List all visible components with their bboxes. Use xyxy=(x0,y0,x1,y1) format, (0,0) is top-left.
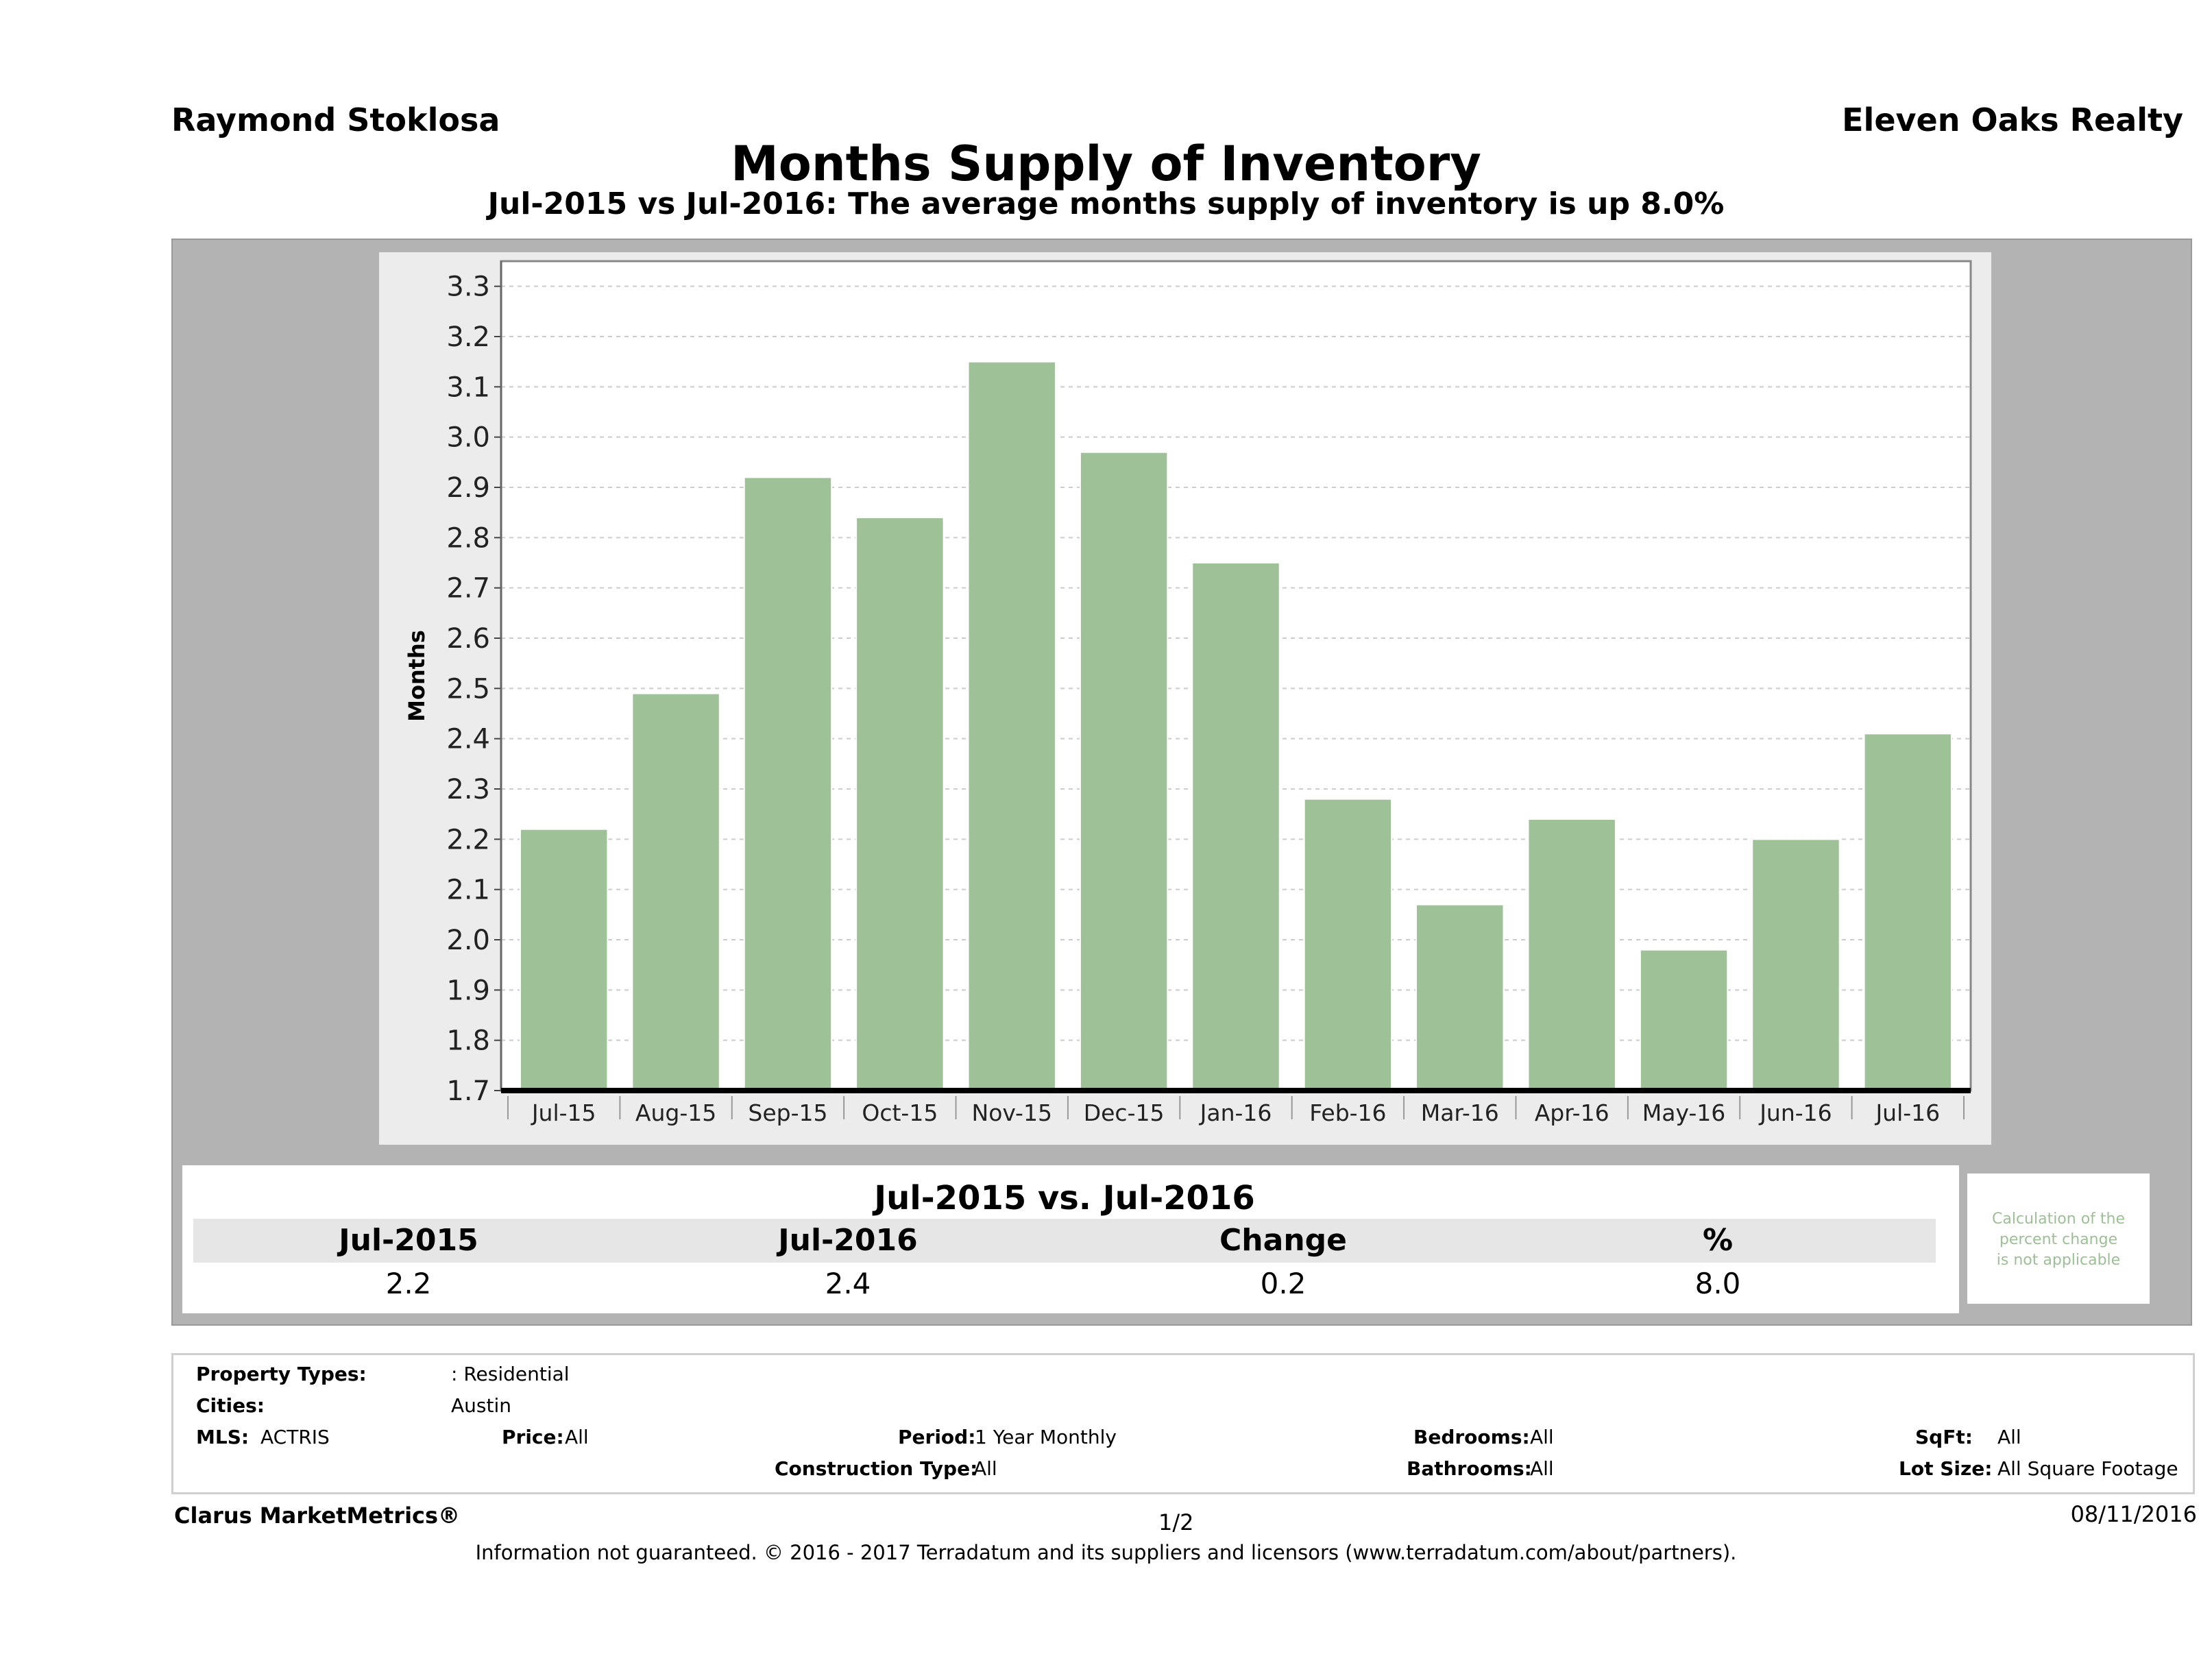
x-tick-label: Feb-16 xyxy=(1309,1099,1386,1126)
criteria-box xyxy=(171,1353,2195,1494)
y-tick-label: 2.6 xyxy=(446,623,490,655)
x-tick-label: Dec-15 xyxy=(1084,1099,1165,1126)
note-line: is not applicable xyxy=(1996,1252,2121,1269)
cities-label: Cities: xyxy=(196,1394,265,1417)
summary-value-start: 2.2 xyxy=(385,1267,432,1300)
summary-header-start: Jul-2015 xyxy=(339,1223,478,1258)
bar xyxy=(1863,733,1953,1091)
bedrooms-value: All xyxy=(1530,1426,1554,1448)
bar xyxy=(1751,838,1840,1091)
report-date: 08/11/2016 xyxy=(2070,1501,2197,1527)
property-types-value: : Residential xyxy=(451,1363,570,1385)
y-tick-label: 2.0 xyxy=(446,925,490,956)
x-tick-label: Jul-16 xyxy=(1874,1099,1940,1126)
x-tick-label: May-16 xyxy=(1642,1099,1726,1126)
bar xyxy=(1639,949,1729,1092)
y-tick-label: 2.8 xyxy=(446,522,490,554)
price-label: Price: xyxy=(502,1426,564,1448)
y-tick-label: 2.3 xyxy=(446,774,490,805)
summary-header-end: Jul-2016 xyxy=(778,1223,918,1258)
bar xyxy=(855,517,945,1091)
x-tick-label: Jun-16 xyxy=(1758,1099,1832,1126)
y-tick-label: 2.5 xyxy=(446,673,490,705)
y-tick-label: 3.1 xyxy=(446,372,490,403)
summary-title: Jul-2015 vs. Jul-2016 xyxy=(874,1179,1255,1217)
y-tick-label: 1.8 xyxy=(446,1025,490,1057)
note-line: percent change xyxy=(1999,1231,2118,1248)
sqft-value: All xyxy=(1997,1426,2021,1448)
x-tick-label: Jul-15 xyxy=(531,1099,596,1126)
brand-label: Clarus MarketMetrics® xyxy=(174,1503,461,1529)
y-axis-label: Months xyxy=(404,630,430,722)
bar xyxy=(1079,451,1169,1091)
bar xyxy=(1415,903,1505,1092)
x-tick-label: Aug-15 xyxy=(635,1099,716,1126)
page-number: 1/2 xyxy=(1158,1509,1194,1535)
summary-value-percent: 8.0 xyxy=(1694,1267,1741,1300)
x-tick-label: Sep-15 xyxy=(748,1099,827,1126)
property-types-label: Property Types: xyxy=(196,1363,367,1385)
company-name: Eleven Oaks Realty xyxy=(1842,101,2183,138)
bar xyxy=(1527,818,1616,1091)
bar xyxy=(1191,562,1280,1091)
y-tick-label: 2.9 xyxy=(446,472,490,504)
lot-size-value: All Square Footage xyxy=(1997,1457,2178,1480)
cities-value: Austin xyxy=(451,1394,511,1417)
y-tick-label: 2.1 xyxy=(446,875,490,906)
bar xyxy=(743,476,833,1092)
x-tick-label: Apr-16 xyxy=(1535,1099,1609,1126)
sqft-label: SqFt: xyxy=(1915,1426,1973,1448)
summary-header-change: Change xyxy=(1219,1223,1347,1258)
bar xyxy=(631,692,720,1091)
x-tick-label: Mar-16 xyxy=(1421,1099,1499,1126)
y-tick-label: 2.2 xyxy=(446,824,490,855)
summary-header-row: Jul-2015 Jul-2016 Change % xyxy=(193,1219,1936,1263)
bar xyxy=(967,361,1056,1092)
summary-value-change: 0.2 xyxy=(1260,1267,1306,1300)
x-tick-label: Jan-16 xyxy=(1199,1099,1272,1126)
y-tick-label: 3.3 xyxy=(446,271,490,303)
summary-value-row: 2.2 2.4 0.2 8.0 xyxy=(193,1263,1936,1304)
y-tick-label: 1.7 xyxy=(446,1075,490,1107)
x-tick-label: Nov-15 xyxy=(972,1099,1052,1126)
bar xyxy=(1303,798,1393,1092)
x-tick-label: Oct-15 xyxy=(862,1099,938,1126)
period-label: Period: xyxy=(898,1426,976,1448)
y-tick-label: 3.0 xyxy=(446,422,490,454)
summary-card: Jul-2015 vs. Jul-2016 Jul-2015 Jul-2016 … xyxy=(182,1165,1959,1313)
price-value: All xyxy=(565,1426,589,1448)
disclaimer: Information not guaranteed. © 2016 - 201… xyxy=(475,1541,1737,1564)
construction-type-value: All xyxy=(973,1457,997,1480)
bedrooms-label: Bedrooms: xyxy=(1413,1426,1530,1448)
summary-header-percent: % xyxy=(1702,1223,1734,1258)
bar xyxy=(519,828,609,1092)
lot-size-label: Lot Size: xyxy=(1899,1457,1993,1480)
agent-name: Raymond Stoklosa xyxy=(171,101,500,138)
mls-value: ACTRIS xyxy=(260,1426,330,1448)
y-tick-label: 2.4 xyxy=(446,724,490,755)
summary-title-row: Jul-2015 vs. Jul-2016 xyxy=(193,1174,1936,1219)
bathrooms-label: Bathrooms: xyxy=(1407,1457,1532,1480)
bathrooms-value: All xyxy=(1530,1457,1554,1480)
note-line: Calculation of the xyxy=(1991,1211,2126,1228)
mls-label: MLS: xyxy=(196,1426,250,1448)
chart-subtitle: Jul-2015 vs Jul-2016: The average months… xyxy=(487,186,1725,221)
percent-note: Calculation of the percent change is not… xyxy=(1967,1209,2150,1271)
construction-type-label: Construction Type: xyxy=(775,1457,978,1480)
percent-note-card: Calculation of the percent change is not… xyxy=(1967,1174,2150,1304)
chart-title: Months Supply of Inventory xyxy=(731,136,1481,192)
y-tick-label: 1.9 xyxy=(446,975,490,1006)
bar-chart: 1.7 1.8 1.9 2.0 2.1 2.2 2.3 2.4 2.5 2.6 2.7 2.8 2.9 3… xyxy=(404,260,1972,1126)
y-tick-label: 2.7 xyxy=(446,573,490,605)
period-value: 1 Year Monthly xyxy=(975,1426,1117,1448)
y-tick-label: 3.2 xyxy=(446,321,490,353)
summary-value-end: 2.4 xyxy=(825,1267,871,1300)
